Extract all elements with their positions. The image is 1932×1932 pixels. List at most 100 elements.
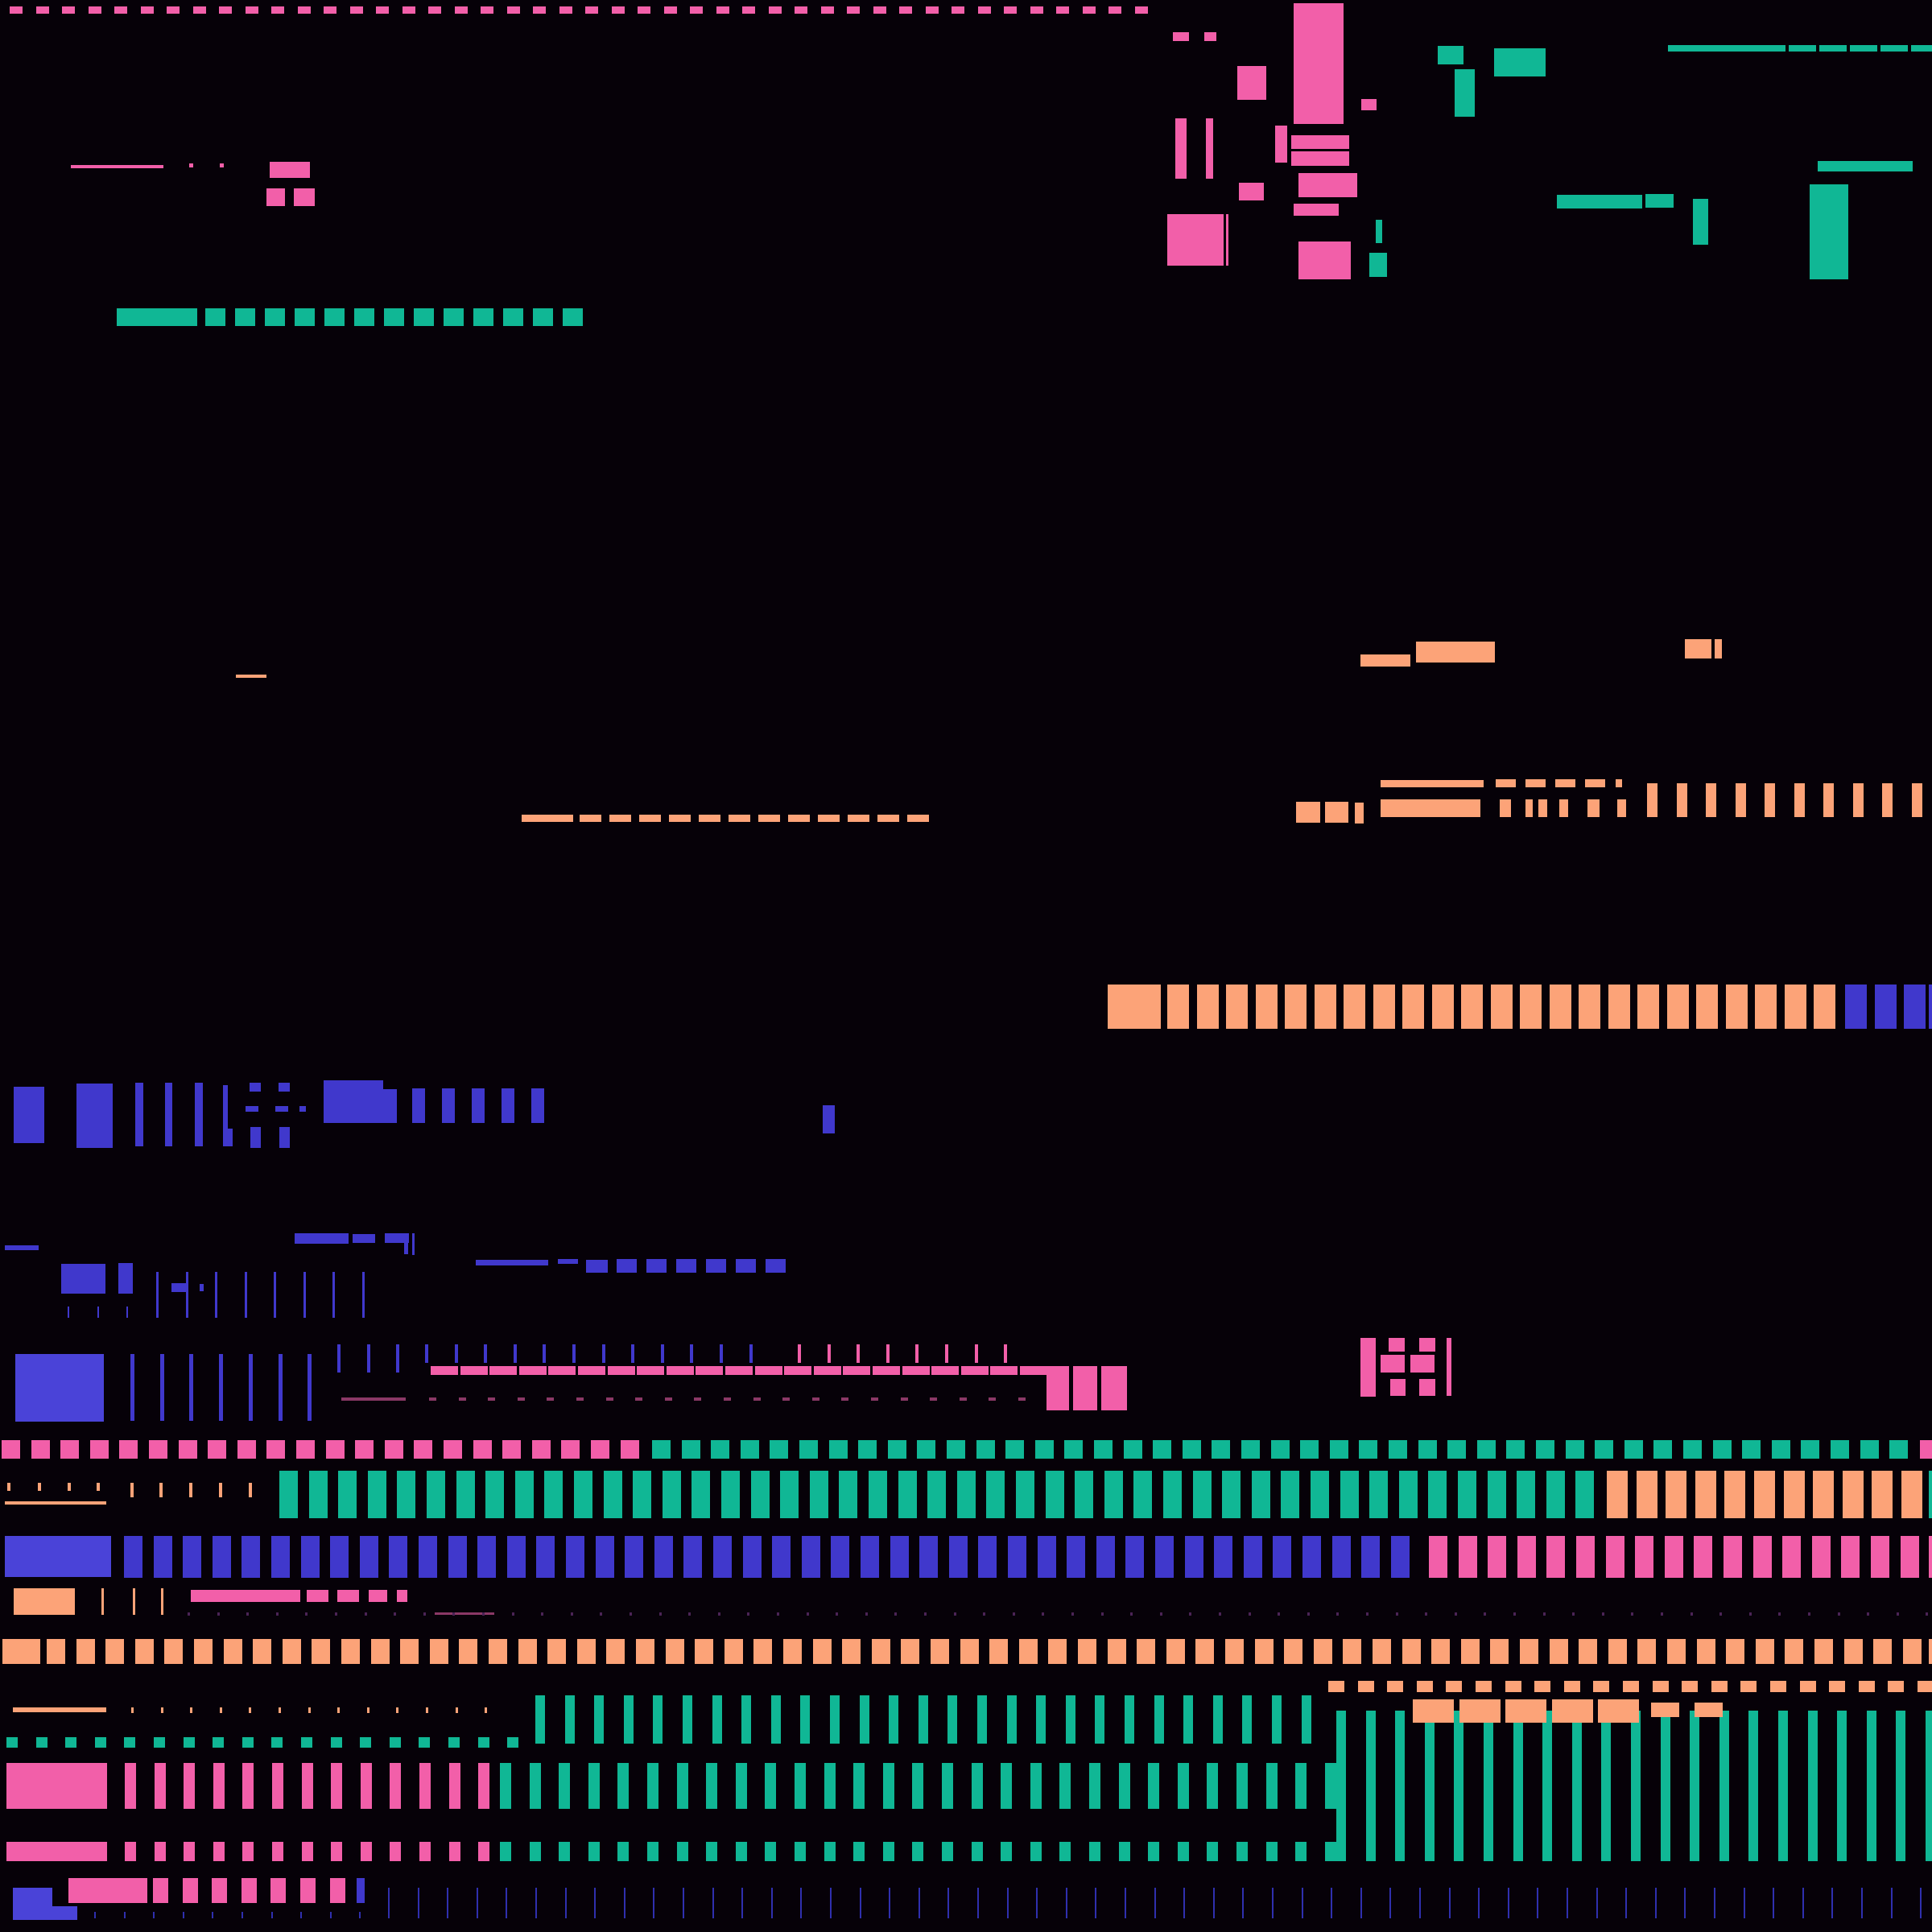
blue-ticks-tall xyxy=(367,1344,370,1373)
row-l-teal-bars xyxy=(1265,1842,1278,1861)
blue-ticks xyxy=(454,1344,458,1363)
blue-small-rows xyxy=(295,1233,349,1244)
bottom-tick-row xyxy=(1714,1888,1715,1918)
mid-teal-bars xyxy=(918,1695,928,1744)
row-e-orange xyxy=(1490,1639,1509,1664)
bottom-tick-row xyxy=(1920,1888,1922,1918)
row-c-pink xyxy=(1694,1536,1713,1578)
right-tall-teal-bars xyxy=(1926,1711,1932,1861)
pink-dot-strip xyxy=(635,1397,643,1401)
big-blue-block xyxy=(15,1354,104,1422)
pink-dot-strip xyxy=(576,1397,584,1401)
pink-block-strip xyxy=(696,1366,724,1375)
orange-dashed-line xyxy=(788,815,810,822)
pink-cluster-top xyxy=(1237,66,1266,100)
row-b-teal xyxy=(1075,1471,1094,1518)
top-dash-row xyxy=(1004,6,1017,14)
row-c-pink xyxy=(1664,1536,1683,1578)
orange-squares-row xyxy=(1598,1699,1639,1723)
row-e-orange xyxy=(665,1639,684,1664)
teal-dash-row xyxy=(154,1737,165,1748)
row-e-orange xyxy=(812,1639,832,1664)
row-c-pink xyxy=(1635,1536,1654,1578)
orange-dash-row xyxy=(1416,1681,1433,1692)
row-e-orange xyxy=(547,1639,567,1664)
row-l-pink-bars xyxy=(242,1842,254,1861)
orange-cluster-dashes xyxy=(1585,779,1605,787)
orange-band xyxy=(1402,985,1424,1029)
orange-dash-row xyxy=(1770,1681,1786,1692)
pink-grid-cluster xyxy=(1419,1379,1435,1396)
row-d-dots xyxy=(1513,1612,1516,1616)
bottom-tick-row xyxy=(535,1888,537,1918)
bottom-tick-row xyxy=(447,1888,449,1918)
teal-cluster-top xyxy=(1818,161,1913,171)
pink-grid-cluster xyxy=(1390,1379,1406,1396)
pink-cluster-top xyxy=(1361,99,1377,110)
blue-thin-lines xyxy=(156,1272,159,1318)
pink-cluster-top xyxy=(1173,32,1189,41)
right-tall-teal-bars xyxy=(1454,1711,1464,1861)
row-d-dots xyxy=(1130,1612,1133,1616)
pink-block-strip xyxy=(754,1366,782,1375)
left-orange-ticks xyxy=(455,1707,458,1713)
row-b-orange xyxy=(1813,1471,1835,1518)
orange-dash-row xyxy=(1682,1681,1699,1692)
row-b-teal xyxy=(397,1471,416,1518)
right-tall-teal-bars xyxy=(1896,1711,1906,1861)
blue-tall-bars xyxy=(308,1354,312,1421)
pink-block-strip xyxy=(637,1366,665,1375)
blue-ticks xyxy=(690,1344,694,1363)
row-l-teal-bars xyxy=(1118,1842,1130,1861)
row-b-teal xyxy=(1428,1471,1447,1518)
row-e-orange xyxy=(282,1639,301,1664)
blue-cluster-bars xyxy=(412,1088,425,1123)
mid-teal-bars xyxy=(1242,1695,1253,1744)
row-k-teal-bars xyxy=(1118,1763,1130,1809)
pink-mini-row xyxy=(270,162,310,178)
orange-cluster xyxy=(1325,802,1348,823)
top-right-teal-dashes xyxy=(1880,45,1908,52)
row-c-pink xyxy=(1752,1536,1772,1578)
row-a-teal xyxy=(1153,1440,1172,1459)
top-dash-row xyxy=(952,6,964,14)
row-k-teal-bars xyxy=(1177,1763,1189,1809)
row-e-orange xyxy=(606,1639,625,1664)
left-orange-ticks xyxy=(190,1707,193,1713)
orange-band xyxy=(1490,985,1513,1029)
pink-dot-strip xyxy=(930,1397,938,1401)
row-l-teal-bars xyxy=(942,1842,953,1861)
row-l-pink-bars xyxy=(301,1842,313,1861)
mid-teal-bars xyxy=(1065,1695,1075,1744)
teal-row-squares xyxy=(503,308,523,326)
row-c-blue xyxy=(713,1536,732,1578)
teal-dash-row xyxy=(6,1737,18,1748)
teal-cluster-top xyxy=(1438,46,1463,64)
row-d-dots xyxy=(1484,1612,1487,1616)
top-dash-row xyxy=(349,6,363,14)
blue-small-rows xyxy=(586,1260,608,1273)
orange-squares-row xyxy=(1459,1699,1501,1723)
bottom-tick-row xyxy=(1448,1888,1451,1918)
row-b-teal xyxy=(1311,1471,1329,1518)
teal-dash-row xyxy=(271,1737,283,1748)
bottom-short-ticks xyxy=(359,1912,361,1918)
pink-dot-strip xyxy=(1018,1397,1026,1401)
right-tall-teal-bars xyxy=(1424,1711,1435,1861)
row-b-teal xyxy=(1163,1471,1182,1518)
row-b-teal xyxy=(1398,1471,1418,1518)
row-b-teal xyxy=(869,1471,887,1518)
row-e-orange xyxy=(1078,1639,1096,1664)
pink-dot-strip xyxy=(724,1397,731,1401)
row-l-teal-bars xyxy=(647,1842,658,1861)
blue-thin-lines xyxy=(361,1272,365,1318)
row-c-blue xyxy=(1008,1536,1026,1578)
row-a-pink xyxy=(591,1440,609,1459)
row-b-teal xyxy=(1369,1471,1389,1518)
row-d-dots xyxy=(1307,1612,1310,1616)
blue-small-rows xyxy=(126,1307,128,1318)
row-b-teal xyxy=(1517,1471,1536,1518)
teal-dash-row xyxy=(507,1737,519,1748)
row-a-teal xyxy=(1801,1440,1820,1459)
orange-cluster-bars xyxy=(1823,783,1834,817)
